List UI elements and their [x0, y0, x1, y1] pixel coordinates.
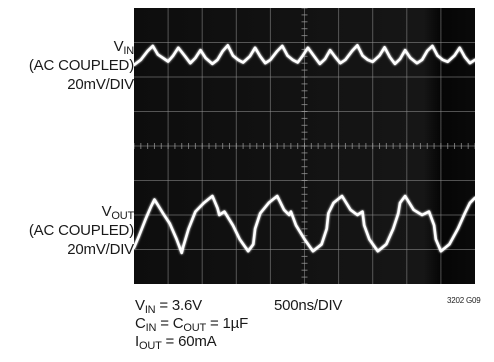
- figure-id: 3202 G09: [447, 296, 481, 305]
- vin-coupling: (AC COUPLED): [28, 57, 134, 74]
- test-conditions: VIN = 3.6V CIN = COUT = 1µF IOUT = 60mA: [135, 297, 249, 352]
- vout-scale: 20mV/DIV: [67, 241, 134, 258]
- condition-capacitance: CIN = COUT = 1µF: [135, 315, 249, 334]
- vin-channel-label: VIN (AC COUPLED) 20mV/DIV: [29, 37, 134, 94]
- scope-plot: [134, 8, 475, 284]
- oscilloscope-screen: [134, 8, 475, 284]
- vin-symbol: VIN: [113, 38, 135, 57]
- vin-subscript: IN: [123, 45, 134, 57]
- vout-symbol: VOUT: [101, 203, 135, 222]
- traces: [134, 43, 475, 255]
- vout-subscript: OUT: [111, 210, 134, 222]
- trace-vin: [134, 43, 475, 67]
- timebase-label: 500ns/DIV: [274, 297, 343, 314]
- graticule: [134, 8, 475, 284]
- condition-vin: VIN = 3.6V: [135, 297, 202, 316]
- vout-coupling: (AC COUPLED): [28, 222, 134, 239]
- trace-vout: [134, 194, 475, 255]
- condition-iout: IOUT = 60mA: [135, 333, 217, 352]
- vout-channel-label: VOUT (AC COUPLED) 20mV/DIV: [29, 202, 134, 259]
- vin-scale: 20mV/DIV: [67, 76, 134, 93]
